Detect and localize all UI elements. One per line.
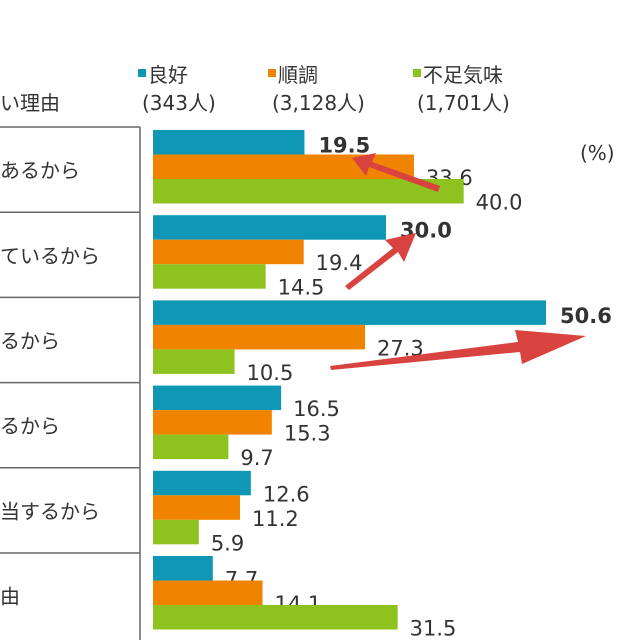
data-label: 14.5 — [278, 276, 325, 300]
bar-順調 — [153, 410, 272, 435]
bar-順調 — [153, 495, 240, 520]
data-label: 10.5 — [247, 361, 294, 385]
legend-swatch — [413, 69, 421, 77]
annotation-arrow — [330, 330, 586, 370]
data-label: 5.9 — [211, 531, 244, 555]
legend-swatch — [268, 69, 276, 77]
category-label: 由 — [0, 585, 20, 609]
data-label: 19.4 — [316, 251, 363, 275]
category-label: るから — [0, 414, 60, 438]
data-label: 50.6 — [560, 304, 612, 328]
data-label: 11.2 — [252, 507, 299, 531]
bar-良好 — [153, 215, 387, 240]
unit-label: (%) — [580, 141, 615, 165]
data-label: 9.7 — [240, 446, 273, 470]
legend-label: 不足気味 — [423, 63, 503, 87]
category-label: るから — [0, 329, 60, 353]
bar-不足気味 — [153, 349, 235, 374]
legend-count: (1,701人) — [417, 91, 510, 115]
category-label: あるから — [0, 159, 80, 183]
bar-良好 — [153, 556, 213, 581]
legend-label: 良好 — [148, 63, 188, 87]
data-label: 12.6 — [263, 482, 310, 506]
bar-不足気味 — [153, 519, 199, 545]
bar-良好 — [153, 470, 251, 496]
bar-順調 — [153, 580, 263, 605]
annotation-arrow — [352, 153, 440, 192]
row-header: い理由 — [0, 91, 60, 115]
legend-count: (343人) — [142, 91, 216, 115]
annotation-arrow — [345, 233, 416, 290]
bar-不足気味 — [153, 264, 266, 289]
bar-不足気味 — [153, 605, 398, 630]
category-label: 当するから — [0, 499, 100, 523]
category-label: ているから — [0, 244, 100, 268]
bar-良好 — [153, 300, 546, 325]
data-label: 19.5 — [318, 134, 370, 158]
legend-swatch — [138, 69, 146, 77]
bar-順調 — [153, 324, 366, 350]
bar-良好 — [153, 130, 305, 155]
bar-良好 — [153, 385, 282, 411]
legend-label: 順調 — [278, 63, 318, 87]
bar-不足気味 — [153, 434, 229, 460]
data-label: 40.0 — [476, 191, 523, 215]
data-label: 31.5 — [410, 617, 457, 640]
data-label: 15.3 — [284, 422, 331, 446]
legend-count: (3,128人) — [272, 91, 365, 115]
data-label: 16.5 — [293, 397, 340, 421]
bar-順調 — [153, 239, 304, 265]
bar-不足気味 — [153, 179, 464, 204]
